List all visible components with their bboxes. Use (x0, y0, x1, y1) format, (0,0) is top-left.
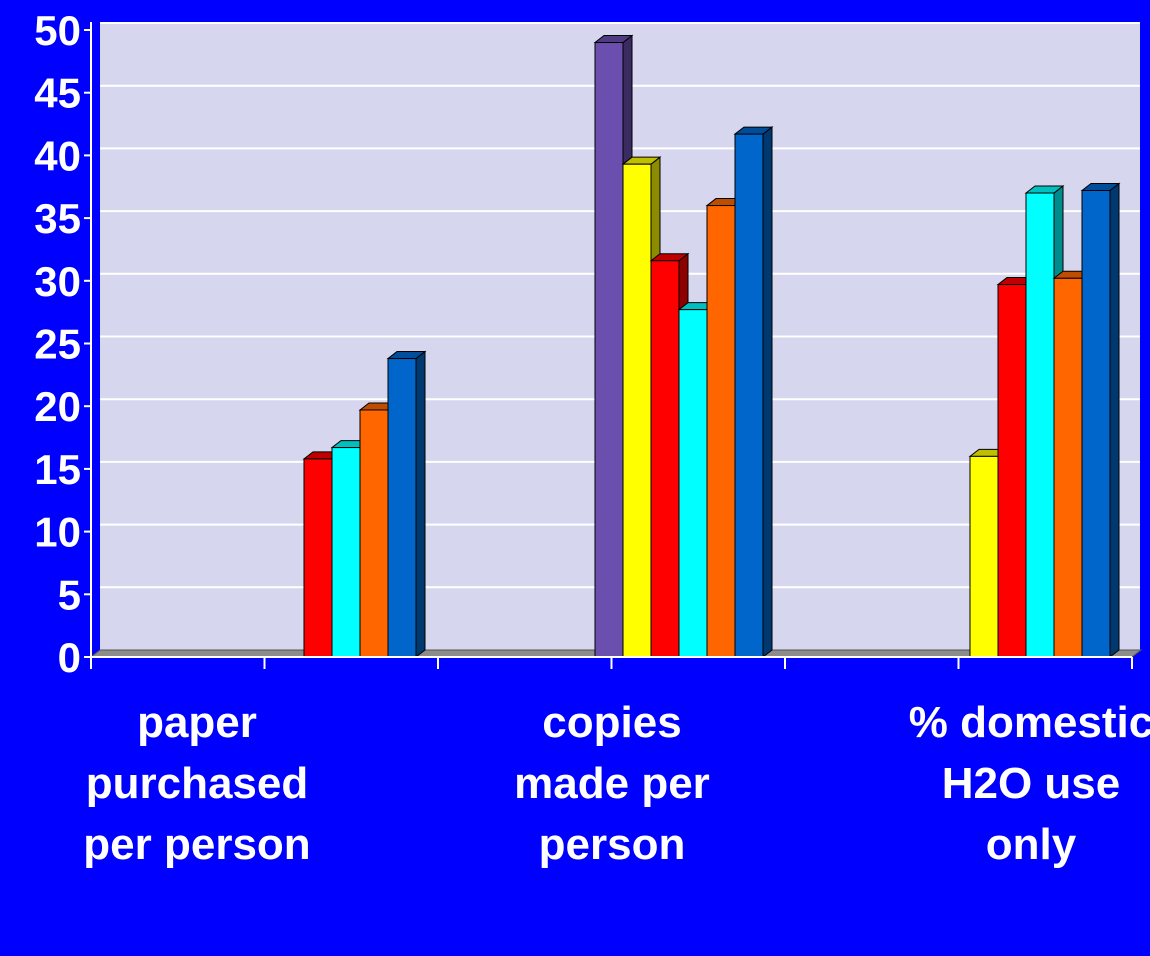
y-tick-label: 35 (34, 195, 81, 242)
bar-front (1025, 192, 1055, 658)
bar-front (706, 205, 736, 658)
bar-front (387, 358, 417, 658)
bar (1080, 182, 1121, 659)
bars (302, 34, 1121, 659)
bar-front (331, 447, 361, 658)
bar-front (650, 260, 680, 658)
y-tick-label: 25 (34, 321, 81, 368)
bar (733, 126, 774, 659)
x-tick-label-water: % domestic H2O use only (908, 698, 1150, 870)
y-tick-label: 5 (58, 571, 81, 618)
bar-front (678, 309, 708, 658)
x-tick-label-paper: paper purchased per person (83, 698, 311, 870)
y-tick-label: 45 (34, 70, 81, 117)
bar-front (1053, 277, 1083, 658)
axes: 0 5 10 15 20 25 30 35 40 45 50 (34, 7, 1133, 681)
bar-side (415, 350, 426, 659)
y-tick-label: 30 (34, 258, 81, 305)
bar (386, 350, 427, 659)
bar-front (997, 284, 1027, 658)
bar-side (1109, 182, 1120, 659)
y-tick-label: 20 (34, 383, 81, 430)
y-tick-label: 40 (34, 132, 81, 179)
bar-side (762, 126, 773, 659)
x-tick-label-copies: copies made per person (514, 698, 710, 870)
y-tick-label: 0 (58, 634, 81, 681)
y-tick-label: 50 (34, 7, 81, 54)
bar-front (303, 458, 333, 658)
y-tick-label: 15 (34, 446, 81, 493)
bar-front (594, 42, 624, 658)
bar-front (969, 455, 999, 658)
bar-front (359, 409, 389, 658)
bar-front (1081, 190, 1111, 658)
bar-front (622, 163, 652, 658)
bar-front (734, 133, 764, 658)
y-tick-label: 10 (34, 509, 81, 556)
